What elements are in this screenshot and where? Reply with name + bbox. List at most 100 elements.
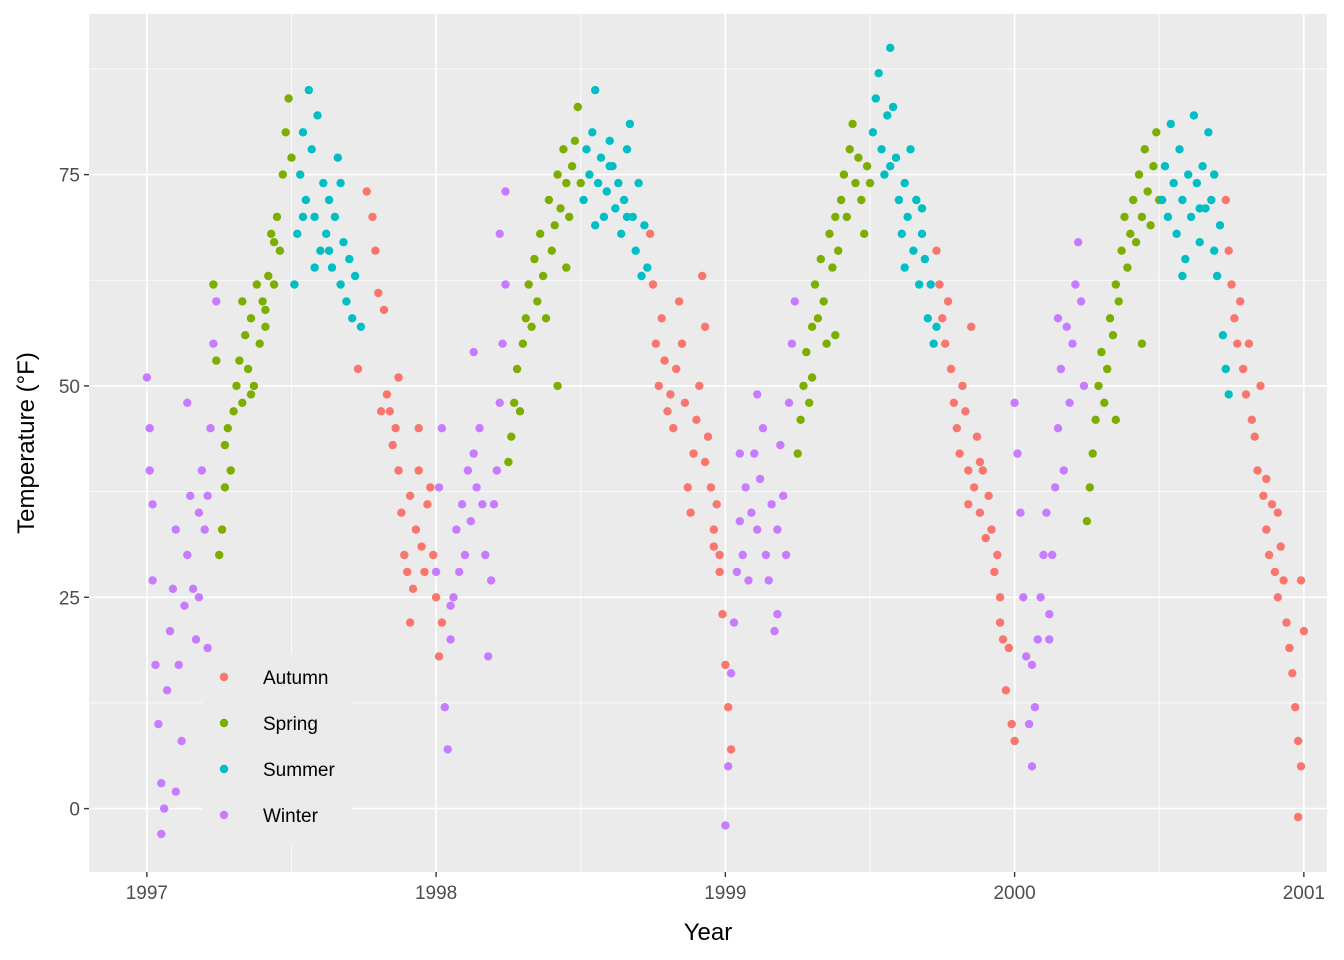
data-point [790, 297, 799, 306]
data-point [434, 652, 444, 661]
data-point [1134, 170, 1144, 179]
data-point [1163, 212, 1173, 222]
data-point [223, 424, 232, 433]
data-point [631, 246, 640, 255]
legend: Autumn Spring Summer Winter [202, 654, 352, 846]
data-point [1224, 246, 1233, 255]
data-point [715, 567, 724, 577]
data-point [556, 204, 565, 213]
data-point [429, 550, 438, 560]
data-point [695, 381, 704, 391]
data-point [1282, 618, 1291, 627]
data-point [686, 508, 695, 517]
data-point [400, 550, 409, 560]
data-point [394, 373, 403, 382]
data-point [1230, 314, 1239, 323]
data-point [336, 280, 345, 289]
data-point [793, 449, 802, 458]
data-point [1079, 381, 1089, 391]
data-point [920, 254, 930, 264]
data-point [405, 491, 415, 500]
data-point [1088, 449, 1097, 458]
data-point [495, 229, 504, 238]
data-point [1039, 550, 1048, 560]
data-point [191, 635, 201, 644]
data-points [142, 43, 1309, 839]
data-point [533, 297, 542, 306]
data-point [593, 178, 603, 188]
data-point [183, 550, 192, 560]
data-point [721, 821, 730, 830]
data-point [177, 736, 186, 746]
data-point [1160, 162, 1170, 171]
data-point [805, 398, 814, 407]
data-point [443, 745, 452, 754]
data-point [249, 381, 259, 391]
data-point [1296, 576, 1306, 585]
data-point [605, 162, 614, 171]
data-point [674, 297, 684, 306]
data-point [764, 576, 773, 585]
data-point [356, 322, 366, 331]
data-point [376, 407, 386, 416]
data-point [724, 762, 733, 771]
data-point [197, 466, 206, 475]
data-point [900, 178, 909, 188]
data-point [371, 246, 380, 255]
data-point [264, 271, 273, 281]
data-point [753, 525, 762, 534]
data-point [420, 567, 429, 577]
data-point [822, 339, 831, 348]
data-point [1024, 719, 1034, 729]
data-point [1094, 381, 1103, 391]
data-point [1071, 280, 1080, 289]
data-point [1195, 204, 1204, 213]
data-point [825, 229, 834, 238]
data-point [779, 491, 788, 500]
data-point [643, 263, 652, 272]
data-point [807, 322, 817, 331]
data-point [1111, 280, 1121, 289]
data-point [1085, 483, 1095, 492]
data-point [654, 381, 663, 391]
data-point [243, 364, 253, 374]
data-point [455, 567, 464, 577]
data-point [955, 449, 964, 458]
data-point [1114, 297, 1123, 306]
data-point [1103, 364, 1112, 374]
data-point [932, 322, 941, 331]
data-point [229, 407, 238, 416]
data-point [576, 178, 585, 188]
data-point [712, 500, 721, 509]
data-point [897, 229, 906, 238]
data-point [1019, 593, 1028, 602]
data-point [524, 280, 533, 289]
data-point [1091, 415, 1100, 424]
data-point [692, 415, 701, 424]
y-axis: 0 25 50 75 [59, 166, 89, 821]
data-point [1036, 593, 1045, 602]
data-point [1042, 508, 1051, 517]
legend-label-winter: Winter [263, 806, 319, 827]
data-point [440, 703, 449, 712]
data-point [168, 584, 178, 593]
data-point [1238, 364, 1248, 374]
data-point [874, 69, 883, 78]
data-point [995, 618, 1005, 627]
y-tick-label: 0 [69, 800, 80, 821]
data-point [842, 212, 851, 222]
data-point [1117, 246, 1126, 255]
data-point [489, 500, 499, 509]
data-point [622, 212, 632, 222]
data-point [1250, 432, 1259, 441]
data-point [903, 212, 912, 222]
data-point [565, 212, 574, 222]
data-point [834, 246, 843, 255]
data-point [952, 424, 961, 433]
data-point [709, 542, 718, 551]
data-point [582, 145, 591, 154]
data-point [666, 390, 675, 399]
data-point [773, 525, 782, 534]
data-point [486, 576, 496, 585]
data-point [472, 483, 481, 492]
